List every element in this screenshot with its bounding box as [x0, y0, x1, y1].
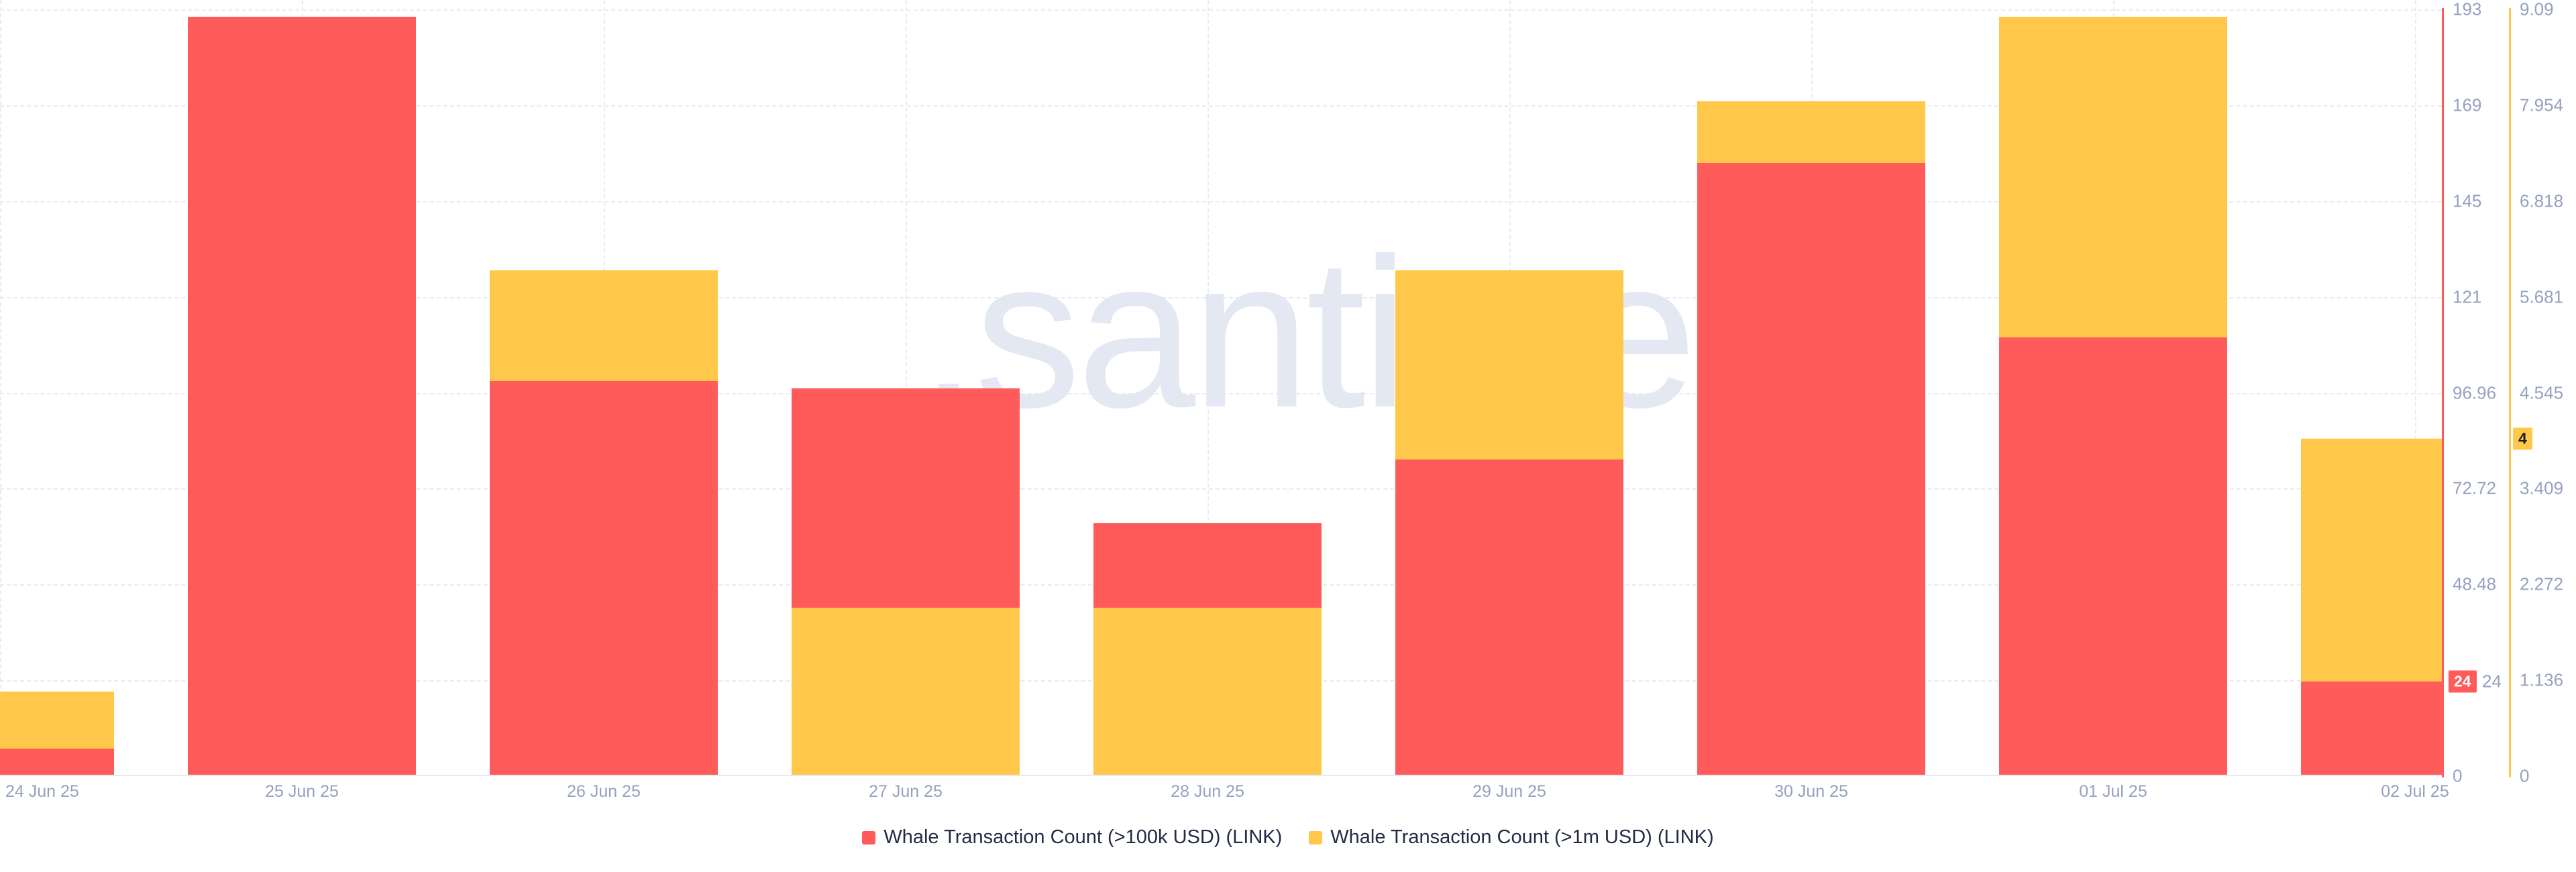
x-axis-label: 28 Jun 25: [1171, 782, 1244, 801]
horizontal-gridline: [0, 201, 2442, 203]
yellow-axis-tick-label: 4.545: [2520, 382, 2564, 402]
red-axis-tick-label: 121: [2453, 286, 2482, 307]
bar-27-jun-25[interactable]: [792, 607, 1020, 776]
yellow-axis-tick-label: 0: [2520, 765, 2530, 786]
red-axis-tick-label: 169: [2453, 95, 2482, 115]
bar-02-jul-25[interactable]: [2301, 681, 2442, 776]
red-axis-tick-label: 96.96: [2453, 382, 2497, 402]
red-y-axis-line: [2442, 8, 2444, 777]
bar-24-jun-25[interactable]: [0, 748, 114, 776]
vertical-gridline: [2415, 0, 2416, 776]
yellow-axis-tick-label: 1.136: [2520, 669, 2564, 690]
legend-swatch-red: [862, 830, 876, 844]
x-axis-label: 29 Jun 25: [1472, 782, 1546, 801]
bar-01-jul-25[interactable]: [1999, 337, 2227, 776]
yellow-axis-tick-label: 5.681: [2520, 286, 2564, 307]
x-axis-label: 26 Jun 25: [567, 782, 641, 801]
yellow-axis-last-value-badge: 4: [2513, 427, 2532, 450]
x-axis-label: 01 Jul 25: [2079, 782, 2147, 801]
bar-25-jun-25[interactable]: [188, 17, 416, 776]
yellow-y-axis-line: [2509, 8, 2511, 777]
x-axis-label: 30 Jun 25: [1774, 782, 1848, 801]
bar-26-jun-25[interactable]: [490, 380, 718, 776]
yellow-axis-tick-label: 3.409: [2520, 478, 2564, 498]
red-axis-tick-label: 48.48: [2453, 574, 2497, 594]
red-axis-tick-label: 24: [2482, 671, 2502, 692]
legend-swatch-yellow: [1309, 830, 1323, 844]
red-axis-last-value-badge: 24: [2449, 670, 2477, 693]
horizontal-gridline: [0, 392, 2442, 394]
horizontal-gridline: [0, 105, 2442, 107]
legend-label-whale-1m: Whale Transaction Count (>1m USD) (LINK): [1330, 826, 1714, 848]
bar-29-jun-25[interactable]: [1395, 459, 1623, 776]
x-axis-label: 24 Jun 25: [5, 782, 79, 801]
chart-legend: Whale Transaction Count (>100k USD) (LIN…: [0, 826, 2576, 849]
bar-28-jun-25[interactable]: [1093, 607, 1322, 776]
yellow-axis-tick-label: 9.09: [2520, 0, 2554, 19]
horizontal-gridline: [0, 296, 2442, 298]
vertical-gridline: [906, 0, 907, 776]
legend-item-whale-1m[interactable]: Whale Transaction Count (>1m USD) (LINK): [1309, 826, 1714, 849]
x-axis-line: [0, 775, 2442, 776]
plot-area: .santiment: [0, 0, 2442, 776]
yellow-axis-tick-label: 2.272: [2520, 574, 2564, 594]
yellow-axis-tick-label: 7.954: [2520, 95, 2564, 115]
x-axis-label: 25 Jun 25: [265, 782, 339, 801]
yellow-axis-tick-label: 6.818: [2520, 190, 2564, 211]
horizontal-gridline: [0, 488, 2442, 490]
x-axis-label: 27 Jun 25: [869, 782, 943, 801]
legend-label-whale-100k: Whale Transaction Count (>100k USD) (LIN…: [883, 826, 1283, 848]
bar-30-jun-25[interactable]: [1697, 163, 1925, 776]
vertical-gridline: [1208, 0, 1209, 776]
horizontal-gridline: [0, 9, 2442, 11]
red-axis-tick-label: 72.72: [2453, 478, 2497, 498]
red-axis-tick-label: 193: [2453, 0, 2482, 19]
red-axis-tick-label: 0: [2453, 765, 2463, 786]
legend-item-whale-100k[interactable]: Whale Transaction Count (>100k USD) (LIN…: [862, 826, 1282, 849]
red-axis-tick-label: 145: [2453, 190, 2482, 211]
x-axis-label: 02 Jul 25: [2381, 782, 2449, 801]
vertical-gridline: [0, 0, 1, 776]
